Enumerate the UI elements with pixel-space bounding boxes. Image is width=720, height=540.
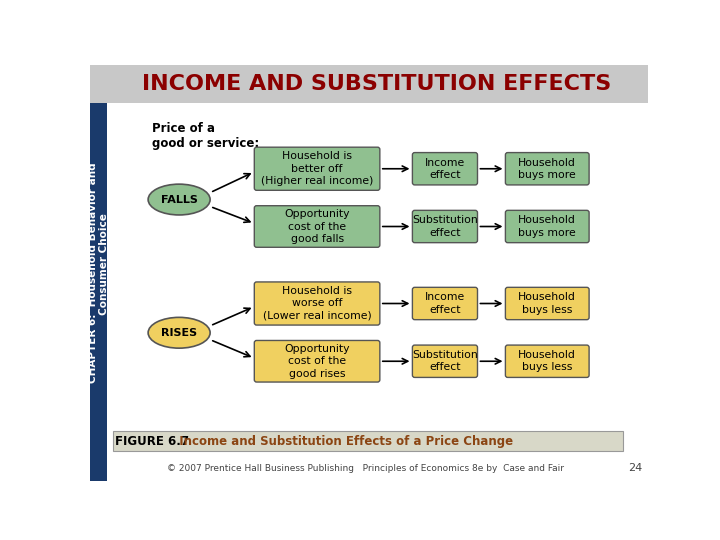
- FancyBboxPatch shape: [505, 153, 589, 185]
- FancyBboxPatch shape: [254, 147, 380, 190]
- Text: Income
effect: Income effect: [425, 292, 465, 315]
- Text: INCOME AND SUBSTITUTION EFFECTS: INCOME AND SUBSTITUTION EFFECTS: [142, 74, 611, 94]
- Text: © 2007 Prentice Hall Business Publishing   Principles of Economics 8e by  Case a: © 2007 Prentice Hall Business Publishing…: [166, 464, 564, 473]
- FancyBboxPatch shape: [413, 287, 477, 320]
- FancyBboxPatch shape: [505, 345, 589, 377]
- Text: CHAPTER 6:  Household Behavior and
     Consumer Choice: CHAPTER 6: Household Behavior and Consum…: [88, 163, 109, 383]
- Text: Household
buys more: Household buys more: [518, 158, 576, 180]
- FancyBboxPatch shape: [413, 153, 477, 185]
- FancyBboxPatch shape: [254, 282, 380, 325]
- Text: Opportunity
cost of the
good rises: Opportunity cost of the good rises: [284, 344, 350, 379]
- FancyBboxPatch shape: [505, 287, 589, 320]
- Ellipse shape: [148, 184, 210, 215]
- FancyBboxPatch shape: [413, 211, 477, 242]
- Text: Substitution
effect: Substitution effect: [412, 215, 478, 238]
- FancyBboxPatch shape: [505, 211, 589, 242]
- Ellipse shape: [148, 318, 210, 348]
- Text: Household is
better off
(Higher real income): Household is better off (Higher real inc…: [261, 151, 373, 186]
- Text: RISES: RISES: [161, 328, 197, 338]
- Text: FALLS: FALLS: [161, 194, 197, 205]
- FancyBboxPatch shape: [254, 206, 380, 247]
- Text: Household
buys more: Household buys more: [518, 215, 576, 238]
- Text: Income
effect: Income effect: [425, 158, 465, 180]
- Bar: [90, 65, 648, 103]
- FancyBboxPatch shape: [413, 345, 477, 377]
- Text: Household
buys less: Household buys less: [518, 292, 576, 315]
- Text: Household
buys less: Household buys less: [518, 350, 576, 373]
- Text: 24: 24: [628, 463, 642, 473]
- Text: Income and Substitution Effects of a Price Change: Income and Substitution Effects of a Pri…: [171, 435, 513, 448]
- Bar: [90, 103, 107, 481]
- Text: Substitution
effect: Substitution effect: [412, 350, 478, 373]
- FancyBboxPatch shape: [254, 340, 380, 382]
- Text: Price of a
good or service:: Price of a good or service:: [152, 123, 259, 151]
- Bar: [113, 431, 624, 451]
- Text: Opportunity
cost of the
good falls: Opportunity cost of the good falls: [284, 209, 350, 244]
- Text: Household is
worse off
(Lower real income): Household is worse off (Lower real incom…: [263, 286, 372, 321]
- Text: FIGURE 6.7: FIGURE 6.7: [115, 435, 189, 448]
